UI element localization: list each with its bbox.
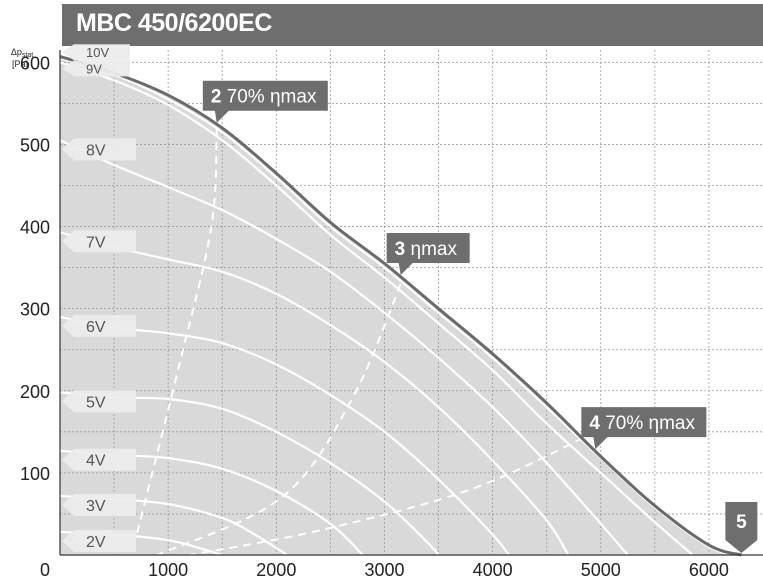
voltage-tab-label: 7V [86, 234, 106, 251]
callout-4: 4 70% ηmax [581, 407, 707, 450]
curve-6V [59, 315, 510, 556]
voltage-tab-shape [62, 530, 136, 553]
voltage-tab-label: 4V [86, 453, 106, 470]
callout-5: 5 [725, 502, 758, 553]
voltage-tab-shape [62, 230, 136, 253]
x-tick-label: 1000 [148, 560, 188, 580]
callout-shape [581, 407, 707, 450]
voltage-tab-label: 2V [86, 534, 106, 551]
x-tick-label: 6000 [689, 560, 729, 580]
y-tick-label: 500 [20, 135, 50, 155]
y-tick-label: 400 [20, 218, 50, 238]
y-tick-label: 600 [20, 53, 50, 73]
voltage-tab-5V: 5V [62, 390, 136, 413]
curve-9V [59, 61, 694, 556]
callout-shape [725, 502, 758, 553]
x-tick-label: 5000 [581, 560, 621, 580]
efficiency-line-3 [156, 283, 402, 556]
voltage-tab-7V: 7V [62, 230, 136, 253]
curve-8V [59, 139, 629, 556]
voltage-tab-label: 9V [86, 61, 102, 76]
chart-title: MBC 450/6200EC [76, 9, 272, 37]
callout-2: 2 70% ηmax [202, 80, 328, 123]
y-tick-label: 200 [20, 382, 50, 402]
voltage-tab-2V: 2V [62, 530, 136, 553]
voltage-tab-label: 3V [86, 498, 106, 515]
callout-label: 70% ηmax [605, 413, 695, 434]
callout-number: 3 [395, 239, 411, 260]
callout-text: 2 70% ηmax [211, 87, 317, 108]
callout-3: 3 ηmax [386, 233, 470, 276]
x-tick-label: 0 [40, 560, 50, 580]
voltage-tab-shape [62, 390, 136, 413]
voltage-tab-shape [62, 60, 130, 77]
callout-text: 4 70% ηmax [589, 413, 695, 434]
voltage-tab-8V: 8V [62, 138, 136, 161]
callout-number: 2 [211, 87, 227, 108]
curve-7V [59, 231, 570, 556]
voltage-tab-label: 6V [86, 319, 106, 336]
y-tick-label: 300 [20, 300, 50, 320]
voltage-tab-shape [62, 138, 136, 161]
voltage-tab-label: 8V [86, 142, 106, 159]
callout-number: 5 [736, 512, 747, 533]
efficiency-line-4 [189, 430, 596, 556]
voltage-tab-4V: 4V [62, 448, 136, 471]
voltage-tab-3V: 3V [62, 493, 136, 516]
voltage-tab-6V: 6V [62, 314, 136, 337]
y-axis-label-sub: stat [22, 52, 33, 59]
callout-label: ηmax [411, 239, 458, 260]
title-bar: MBC 450/6200EC [62, 4, 763, 46]
efficiency-line-2 [134, 127, 218, 539]
voltage-tab-shape [62, 448, 136, 471]
callout-number: 4 [589, 413, 605, 434]
x-tick-label: 2000 [256, 560, 296, 580]
voltage-tab-10V: 10V [62, 44, 130, 61]
voltage-tab-9V: 9V [62, 60, 130, 77]
voltage-tab-label: 5V [86, 394, 106, 411]
callout-label: 70% ηmax [227, 87, 317, 108]
y-axis-label: Δpstat [11, 47, 33, 59]
x-tick-label: 4000 [473, 560, 513, 580]
max-curve [59, 55, 742, 557]
x-tick-label: 3000 [364, 560, 404, 580]
voltage-tab-shape [62, 314, 136, 337]
voltage-tab-label: 10V [86, 45, 109, 60]
callout-shape [386, 233, 470, 276]
callout-text: 3 ηmax [395, 239, 458, 260]
voltage-tab-shape [62, 44, 130, 61]
callout-shape [202, 80, 328, 123]
voltage-tab-shape [62, 493, 136, 516]
y-axis-unit: [Pa] [12, 59, 28, 69]
y-tick-label: 100 [20, 464, 50, 484]
